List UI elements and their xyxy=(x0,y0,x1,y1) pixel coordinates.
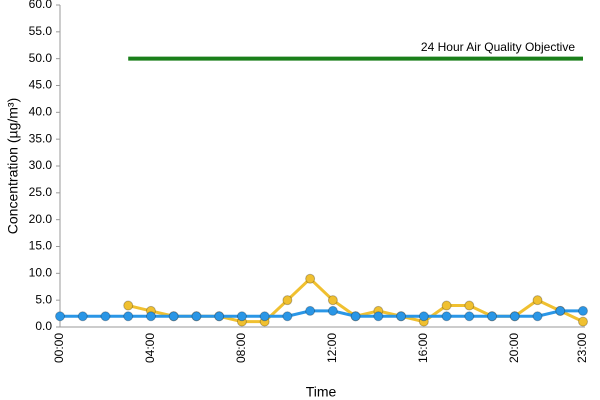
data-point xyxy=(77,311,88,322)
y-tick-label: 30.0 xyxy=(29,158,53,172)
y-axis-title: Concentration (µg/m³) xyxy=(5,98,21,234)
y-tick-label: 35.0 xyxy=(29,131,53,145)
y-tick-label: 60.0 xyxy=(29,0,53,11)
data-point xyxy=(327,295,338,306)
data-point xyxy=(100,311,111,322)
data-point xyxy=(123,311,134,322)
y-tick-label: 55.0 xyxy=(29,24,53,38)
x-tick-label: 20:00 xyxy=(507,333,521,363)
data-point xyxy=(464,311,475,322)
data-point xyxy=(396,311,407,322)
data-point xyxy=(441,311,452,322)
data-point xyxy=(214,311,225,322)
annotation: 24 Hour Air Quality Objective xyxy=(421,40,575,54)
data-point xyxy=(532,311,543,322)
data-point xyxy=(168,311,179,322)
data-point xyxy=(578,316,588,327)
x-tick-label: 12:00 xyxy=(325,333,339,363)
data-point xyxy=(532,295,543,306)
x-tick-label: 08:00 xyxy=(234,333,248,363)
data-point xyxy=(305,305,316,316)
y-tick-label: 5.0 xyxy=(35,292,52,306)
series-line xyxy=(60,309,583,318)
data-point xyxy=(259,311,270,322)
data-point xyxy=(327,305,338,316)
y-tick-label: 0.0 xyxy=(35,319,52,333)
data-point xyxy=(123,300,134,311)
x-tick-label: 04:00 xyxy=(143,333,157,363)
y-tick-label: 45.0 xyxy=(29,78,53,92)
y-tick-label: 15.0 xyxy=(29,239,53,253)
data-point xyxy=(487,311,498,322)
data-point xyxy=(464,300,475,311)
x-axis-title: Time xyxy=(306,384,337,400)
y-tick-label: 50.0 xyxy=(29,51,53,65)
data-point xyxy=(441,300,452,311)
data-point xyxy=(191,311,202,322)
data-point xyxy=(236,311,247,322)
data-point xyxy=(578,305,588,316)
data-point xyxy=(418,311,429,322)
data-point xyxy=(373,311,384,322)
data-point xyxy=(555,305,566,316)
data-point xyxy=(305,273,316,284)
y-tick-label: 40.0 xyxy=(29,105,53,119)
x-tick-label: 16:00 xyxy=(416,333,430,363)
y-tick-label: 10.0 xyxy=(29,266,53,280)
data-point xyxy=(55,311,65,322)
y-tick-label: 25.0 xyxy=(29,185,53,199)
y-tick-label: 20.0 xyxy=(29,212,53,226)
data-point xyxy=(145,311,156,322)
data-point xyxy=(509,311,520,322)
data-point xyxy=(282,311,293,322)
data-point xyxy=(350,311,361,322)
data-point xyxy=(282,295,293,306)
x-tick-label: 00:00 xyxy=(52,333,66,363)
x-tick-label: 23:00 xyxy=(575,333,589,363)
